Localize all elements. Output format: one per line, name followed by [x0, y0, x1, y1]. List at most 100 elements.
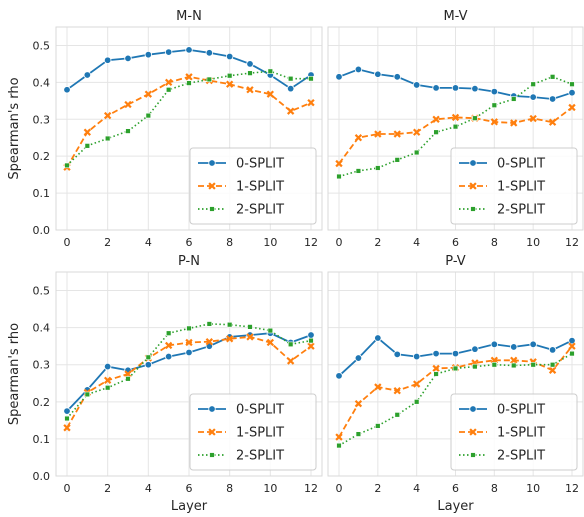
data-point	[185, 338, 193, 347]
data-point	[83, 71, 92, 79]
data-point	[144, 50, 153, 59]
data-point	[529, 340, 537, 349]
plot-frame	[55, 271, 323, 477]
data-point	[510, 343, 518, 351]
data-point	[124, 54, 132, 63]
x-tick-label: 12	[565, 236, 579, 249]
data-point	[124, 370, 132, 378]
data-point	[451, 113, 460, 122]
data-point	[432, 84, 440, 92]
legend-label: 0-SPLIT	[236, 403, 284, 418]
y-tick-label: 0.2	[33, 150, 51, 163]
data-point	[374, 130, 382, 138]
x-tick-label: 10	[263, 482, 277, 495]
data-point	[412, 128, 421, 136]
data-point	[336, 442, 342, 449]
data-point	[307, 331, 315, 339]
series-0-split	[63, 46, 315, 94]
legend-box	[450, 393, 578, 471]
x-tick-label: 8	[491, 482, 498, 495]
data-point	[308, 75, 314, 82]
data-point	[225, 52, 234, 61]
data-point	[490, 118, 499, 126]
legend-marker	[469, 405, 477, 413]
x-tick-label: 8	[226, 236, 233, 249]
data-point	[144, 361, 153, 369]
data-point	[83, 128, 92, 136]
plot-frame	[55, 26, 323, 231]
legend-label: 2-SPLIT	[236, 203, 284, 218]
x-tick-label: 12	[565, 482, 579, 495]
data-point	[186, 325, 192, 332]
series-0-split	[335, 65, 576, 103]
data-point	[335, 433, 343, 441]
y-axis-label: Spearman's rho	[7, 323, 22, 425]
series-2-split	[64, 321, 314, 422]
data-point	[246, 333, 254, 341]
legend-box	[189, 147, 317, 225]
data-point	[412, 81, 421, 89]
data-point	[530, 362, 536, 368]
data-point	[63, 86, 71, 94]
data-point	[247, 70, 253, 76]
y-axis-label: Spearman's rho	[7, 77, 22, 179]
y-tick-label: 0.5	[33, 285, 51, 298]
legend-box	[450, 147, 578, 225]
data-point	[185, 46, 193, 54]
data-point	[64, 415, 70, 422]
data-point	[206, 76, 213, 83]
data-point	[247, 324, 253, 330]
data-point	[452, 123, 459, 130]
x-tick-label: 0	[336, 482, 343, 495]
data-point	[355, 431, 362, 437]
x-tick-label: 8	[226, 482, 233, 495]
data-point	[286, 357, 295, 365]
data-point	[374, 70, 382, 78]
x-tick-label: 6	[452, 482, 459, 495]
legend-box	[189, 393, 317, 471]
data-point	[413, 149, 420, 156]
data-point	[335, 372, 343, 380]
data-point	[335, 159, 343, 168]
data-point	[472, 115, 478, 121]
data-point	[471, 84, 479, 93]
data-point	[568, 103, 576, 112]
legend-label: 1-SPLIT	[497, 426, 545, 441]
data-point	[287, 75, 294, 82]
x-tick-label: 4	[413, 236, 420, 249]
legend-label: 1-SPLIT	[497, 180, 545, 195]
data-point	[472, 363, 478, 370]
data-point	[568, 336, 576, 345]
data-point	[186, 80, 192, 86]
subplot-title: P-N	[178, 254, 200, 269]
legend-label: 0-SPLIT	[497, 403, 545, 418]
data-point	[511, 362, 517, 369]
data-point	[548, 118, 557, 126]
data-point	[206, 321, 213, 327]
legend: 0-SPLIT 1-SPLIT 2-SPLIT	[450, 393, 578, 471]
data-point	[335, 73, 343, 81]
x-tick-label: 2	[374, 236, 381, 249]
legend: 0-SPLIT 1-SPLIT 2-SPLIT	[189, 147, 317, 225]
series-2-split	[64, 68, 314, 169]
data-point	[205, 338, 214, 346]
data-point	[125, 128, 131, 134]
data-point	[393, 73, 401, 81]
y-tick-label: 0.4	[33, 76, 51, 89]
x-tick-label: 0	[64, 236, 71, 249]
data-point	[267, 327, 274, 334]
data-point	[287, 341, 294, 348]
data-point	[103, 111, 112, 120]
data-point	[164, 341, 173, 350]
subplot-m-v: M-V 0 2 4 6 8 10 12 0-SPLIT 1-SPLIT 2-SPLIT	[327, 9, 584, 249]
data-point	[307, 98, 315, 107]
data-point	[530, 81, 536, 87]
data-point	[286, 107, 295, 115]
subplot-title: M-V	[443, 9, 467, 24]
legend-marker	[208, 405, 216, 413]
data-point	[103, 56, 112, 64]
data-point	[103, 376, 112, 384]
data-point	[451, 84, 460, 92]
y-tick-label: 0.4	[33, 322, 51, 335]
data-point	[104, 385, 111, 391]
